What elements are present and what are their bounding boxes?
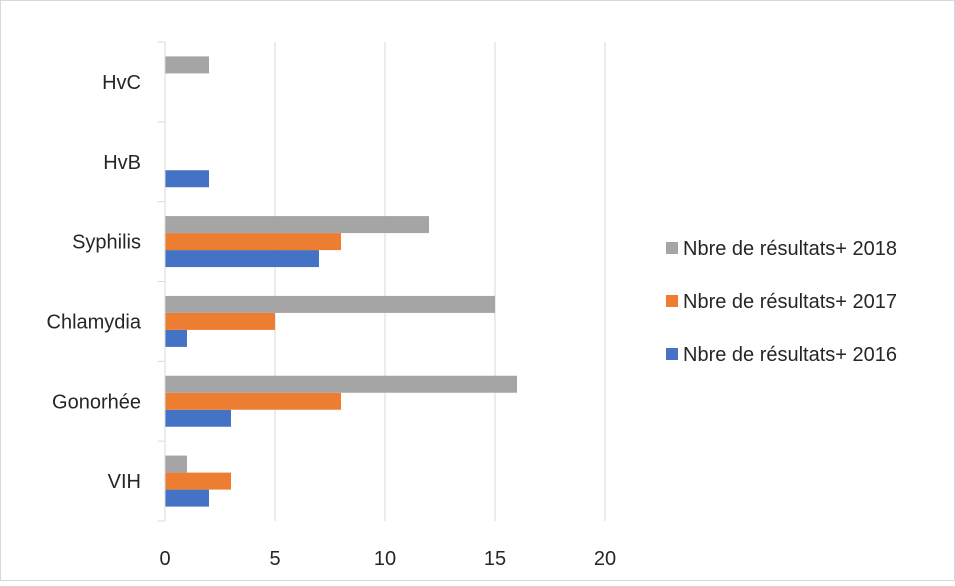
y-category-label-4: HvB xyxy=(103,152,141,174)
bar-hvb-series-0 xyxy=(165,170,209,188)
bar-vih-series-0 xyxy=(165,489,209,507)
y-category-label-3: Syphilis xyxy=(72,232,141,254)
bar-vih-series-2 xyxy=(165,455,187,473)
legend-label-2: Nbre de résultats+ 2018 xyxy=(683,238,897,260)
legend-swatch-1 xyxy=(666,295,678,307)
y-category-label-0: VIH xyxy=(108,471,141,493)
legend-swatch-2 xyxy=(666,242,678,254)
bars xyxy=(165,56,517,507)
y-category-label-1: Gonorhée xyxy=(52,391,141,413)
x-tick-label-4: 20 xyxy=(594,548,616,570)
bar-gonorh-e-series-2 xyxy=(165,375,517,393)
legend-label-1: Nbre de résultats+ 2017 xyxy=(683,291,897,313)
legend: Nbre de résultats+ 2018 Nbre de résultats… xyxy=(666,238,897,366)
bar-vih-series-1 xyxy=(165,472,231,490)
bar-syphilis-series-2 xyxy=(165,216,429,234)
y-category-label-5: HvC xyxy=(102,72,141,94)
legend-swatch-0 xyxy=(666,348,678,360)
x-tick-label-2: 10 xyxy=(374,548,396,570)
legend-label-0: Nbre de résultats+ 2016 xyxy=(683,344,897,366)
bar-gonorh-e-series-0 xyxy=(165,409,231,427)
x-tick-label-3: 15 xyxy=(484,548,506,570)
gridlines xyxy=(274,42,606,521)
bar-chlamydia-series-2 xyxy=(165,295,495,313)
bar-syphilis-series-1 xyxy=(165,233,341,251)
axes: 0 5 10 15 20 VIH Gonorhée Chlamydia Syphilis HvB H… xyxy=(47,41,616,570)
y-category-label-2: Chlamydia xyxy=(47,311,142,333)
bar-chlamydia-series-1 xyxy=(165,312,275,330)
x-tick-label-1: 5 xyxy=(269,548,280,570)
bar-hvc-series-2 xyxy=(165,56,209,74)
bar-gonorh-e-series-1 xyxy=(165,392,341,410)
x-tick-label-0: 0 xyxy=(159,548,170,570)
bar-chlamydia-series-0 xyxy=(165,329,187,347)
bar-syphilis-series-0 xyxy=(165,250,319,268)
